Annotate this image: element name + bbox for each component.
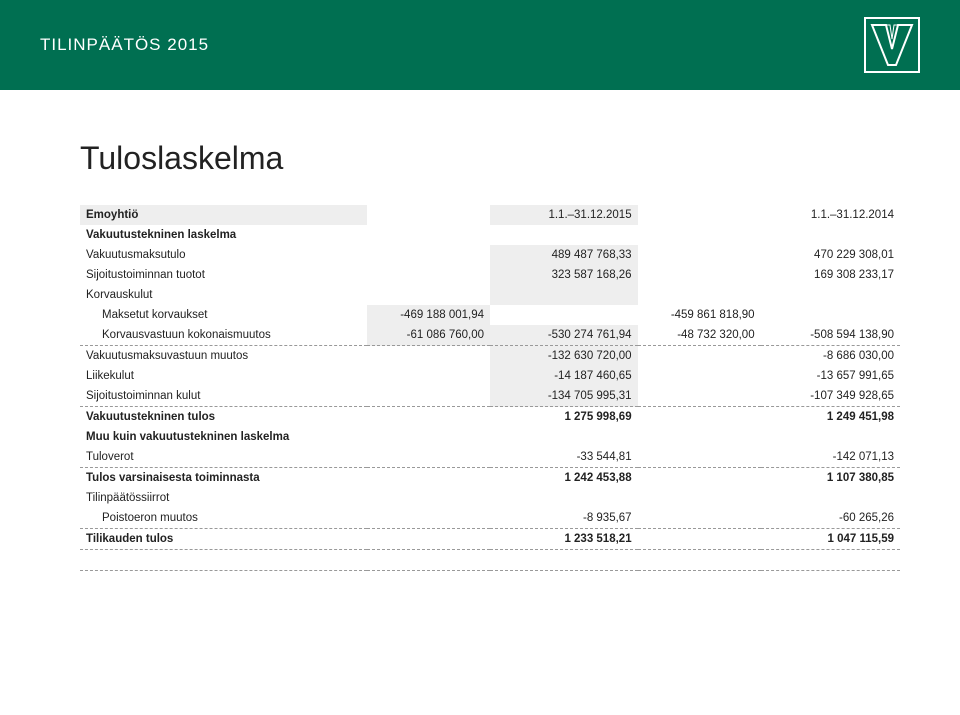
row-value-c (638, 245, 761, 265)
row-label: Korvausvastuun kokonaismuutos (80, 325, 367, 346)
table-row: Sijoitustoiminnan kulut -134 705 995,31 -1… (80, 386, 900, 407)
section2-title: Muu kuin vakuutustekninen laskelma (80, 427, 367, 447)
row-value-b: -14 187 460,65 (490, 366, 638, 386)
row-value-a (367, 366, 490, 386)
table-row: Maksetut korvaukset-469 188 001,94 -459 8… (80, 305, 900, 325)
period-result-prior: 1 047 115,59 (761, 529, 900, 550)
taxes-label: Tuloverot (80, 447, 367, 468)
row-value-a (367, 285, 490, 305)
row-value-d: -107 349 928,65 (761, 386, 900, 407)
income-statement-table: Emoyhtiö 1.1.–31.12.2015 1.1.–31.12.2014… (80, 205, 900, 571)
row-value-b: -132 630 720,00 (490, 346, 638, 367)
taxes-row: Tuloverot -33 544,81 -142 071,13 (80, 447, 900, 468)
header-title: TILINPÄÄTÖS 2015 (40, 35, 209, 55)
row-value-a: -61 086 760,00 (367, 325, 490, 346)
tech-result-row: Vakuutustekninen tulos 1 275 998,69 1 24… (80, 407, 900, 428)
depr-current: -8 935,67 (490, 508, 638, 529)
period-result-row: Tilikauden tulos 1 233 518,21 1 047 115,… (80, 529, 900, 550)
row-label: Maksetut korvaukset (80, 305, 367, 325)
entity-label: Emoyhtiö (80, 205, 367, 225)
table-row: Sijoitustoiminnan tuotot 323 587 168,26 16… (80, 265, 900, 285)
row-value-d: 169 308 233,17 (761, 265, 900, 285)
content-area: Tuloslaskelma Emoyhtiö 1.1.–31.12.2015 1… (0, 90, 960, 611)
tech-result-label: Vakuutustekninen tulos (80, 407, 367, 428)
logo-v-icon (866, 19, 918, 71)
row-label: Liikekulut (80, 366, 367, 386)
row-value-b: 489 487 768,33 (490, 245, 638, 265)
depr-label: Poistoeron muutos (80, 508, 367, 529)
period-prior: 1.1.–31.12.2014 (761, 205, 900, 225)
row-value-a (367, 346, 490, 367)
row-value-c (638, 265, 761, 285)
period-current: 1.1.–31.12.2015 (490, 205, 638, 225)
table-row: Vakuutusmaksuvastuun muutos -132 630 720,… (80, 346, 900, 367)
row-value-b: -530 274 761,94 (490, 325, 638, 346)
double-rule-spacer (80, 550, 900, 571)
row-value-d: 470 229 308,01 (761, 245, 900, 265)
logo-box (864, 17, 920, 73)
section2-title-row: Muu kuin vakuutustekninen laskelma (80, 427, 900, 447)
table-row: Vakuutusmaksutulo 489 487 768,33 470 229 3… (80, 245, 900, 265)
row-value-d (761, 285, 900, 305)
table-row: Korvauskulut (80, 285, 900, 305)
row-value-a (367, 386, 490, 407)
appropriations-title: Tilinpäätössiirrot (80, 488, 367, 508)
row-value-a: -469 188 001,94 (367, 305, 490, 325)
ordinary-current: 1 242 453,88 (490, 468, 638, 489)
row-value-b (490, 305, 638, 325)
table-row: Korvausvastuun kokonaismuutos-61 086 760… (80, 325, 900, 346)
ordinary-label: Tulos varsinaisesta toiminnasta (80, 468, 367, 489)
row-value-c: -459 861 818,90 (638, 305, 761, 325)
tech-result-prior: 1 249 451,98 (761, 407, 900, 428)
header-band: TILINPÄÄTÖS 2015 (0, 0, 960, 90)
ordinary-result-row: Tulos varsinaisesta toiminnasta 1 242 45… (80, 468, 900, 489)
row-value-b (490, 285, 638, 305)
depr-row: Poistoeron muutos -8 935,67 -60 265,26 (80, 508, 900, 529)
taxes-prior: -142 071,13 (761, 447, 900, 468)
period-result-label: Tilikauden tulos (80, 529, 367, 550)
row-value-a (367, 265, 490, 285)
table-header-row: Emoyhtiö 1.1.–31.12.2015 1.1.–31.12.2014 (80, 205, 900, 225)
row-value-c (638, 386, 761, 407)
appropriations-title-row: Tilinpäätössiirrot (80, 488, 900, 508)
row-label: Korvauskulut (80, 285, 367, 305)
row-value-d: -8 686 030,00 (761, 346, 900, 367)
row-label: Vakuutusmaksutulo (80, 245, 367, 265)
period-result-current: 1 233 518,21 (490, 529, 638, 550)
row-label: Sijoitustoiminnan tuotot (80, 265, 367, 285)
row-label: Sijoitustoiminnan kulut (80, 386, 367, 407)
page-title: Tuloslaskelma (80, 140, 900, 177)
taxes-current: -33 544,81 (490, 447, 638, 468)
row-value-a (367, 245, 490, 265)
row-value-c (638, 285, 761, 305)
row-value-c (638, 346, 761, 367)
ordinary-prior: 1 107 380,85 (761, 468, 900, 489)
row-value-d (761, 305, 900, 325)
row-value-b: 323 587 168,26 (490, 265, 638, 285)
tech-result-current: 1 275 998,69 (490, 407, 638, 428)
section1-title: Vakuutustekninen laskelma (80, 225, 367, 245)
row-value-c: -48 732 320,00 (638, 325, 761, 346)
row-value-b: -134 705 995,31 (490, 386, 638, 407)
row-value-c (638, 366, 761, 386)
depr-prior: -60 265,26 (761, 508, 900, 529)
section-title-row: Vakuutustekninen laskelma (80, 225, 900, 245)
row-label: Vakuutusmaksuvastuun muutos (80, 346, 367, 367)
table-row: Liikekulut -14 187 460,65 -13 657 991,65 (80, 366, 900, 386)
row-value-d: -508 594 138,90 (761, 325, 900, 346)
row-value-d: -13 657 991,65 (761, 366, 900, 386)
